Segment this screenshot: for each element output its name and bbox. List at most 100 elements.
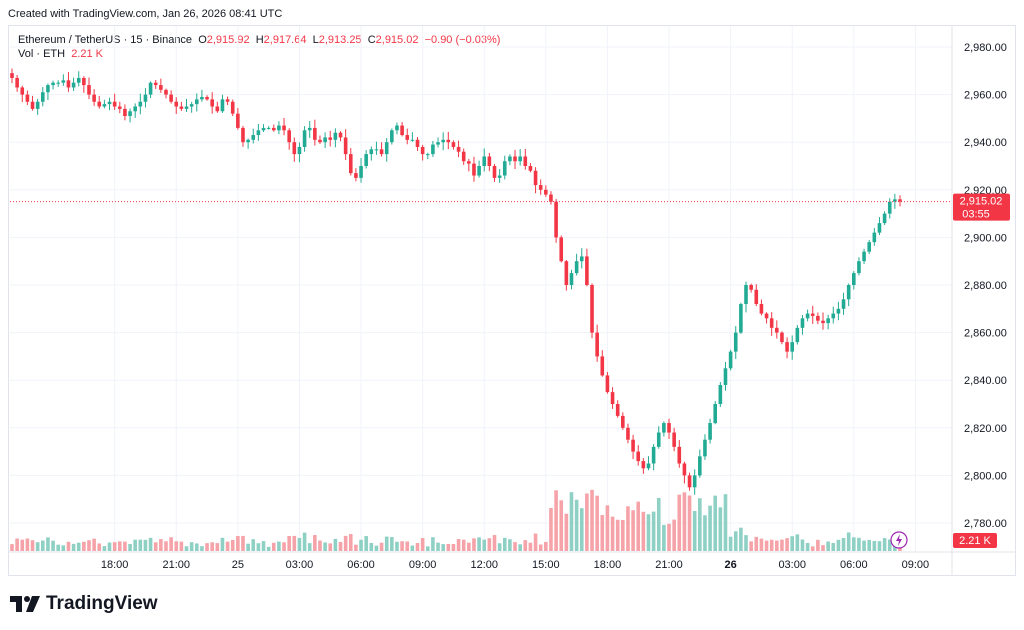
volume-bar <box>241 535 245 551</box>
volume-bar <box>667 523 671 551</box>
volume-label[interactable]: Vol · ETH <box>18 48 66 60</box>
tradingview-logo[interactable]: TradingView <box>10 593 158 615</box>
candle <box>651 446 656 464</box>
candle <box>841 299 846 309</box>
y-tick-label: 2,940.00 <box>964 137 1007 149</box>
candle <box>292 142 297 155</box>
candle <box>230 101 235 114</box>
volume-bar <box>97 543 102 551</box>
volume-legend: Vol · ETH 2.21 K <box>18 47 103 61</box>
volume-bar <box>251 539 256 551</box>
candle <box>631 439 635 452</box>
candle <box>718 384 723 404</box>
volume-bar <box>364 536 368 551</box>
volume-bar <box>595 495 599 551</box>
candle <box>805 313 810 319</box>
volume-badge-value: 2.21 K <box>959 535 991 547</box>
candle <box>25 94 30 102</box>
candle <box>739 304 743 333</box>
x-tick-label: 06:00 <box>840 559 868 571</box>
candle <box>723 368 728 385</box>
volume-bar <box>492 535 497 551</box>
candle <box>246 139 250 143</box>
x-tick-label: 09:00 <box>409 559 437 571</box>
volume-bar <box>143 539 148 551</box>
candle <box>117 106 122 109</box>
volume-bar <box>390 537 394 551</box>
volume-bar <box>882 538 887 551</box>
symbol-label[interactable]: Ethereum / TetherUS · 15 · Binance <box>18 34 193 46</box>
candle <box>405 135 410 140</box>
candle <box>261 127 266 131</box>
candle <box>66 80 71 88</box>
x-tick-label: 21:00 <box>655 559 683 571</box>
candle <box>595 332 599 357</box>
volume-bar <box>615 519 620 551</box>
candle <box>153 82 158 86</box>
volume-bar <box>107 542 112 551</box>
price-badge-value: 2,915.02 <box>960 196 1003 208</box>
candle <box>662 423 666 433</box>
volume-bar <box>600 515 605 551</box>
candle <box>277 125 281 131</box>
volume-bar <box>785 538 789 551</box>
candle <box>364 154 368 166</box>
candle <box>138 101 143 107</box>
volume-bar <box>764 540 769 551</box>
candle <box>200 96 204 100</box>
volume-bar <box>138 539 143 551</box>
chart-frame[interactable] <box>8 25 1016 576</box>
volume-bar <box>687 495 692 551</box>
volume-bar <box>297 537 302 551</box>
candle <box>415 139 420 147</box>
volume-bar <box>790 536 795 551</box>
candle <box>728 351 733 369</box>
volume-bar <box>266 546 271 551</box>
candle <box>605 375 610 393</box>
volume-bar <box>112 542 117 551</box>
candle <box>800 318 805 328</box>
candle <box>882 213 887 224</box>
volume-bar <box>872 540 877 551</box>
candle <box>441 139 445 143</box>
volume-bar <box>775 540 779 551</box>
candle <box>282 125 286 131</box>
volume-bar <box>374 545 379 551</box>
volume-bar <box>677 494 682 551</box>
candle <box>538 185 543 190</box>
volume-bar <box>846 532 851 551</box>
candle <box>87 85 91 95</box>
candle <box>544 189 548 195</box>
volume-bar <box>549 507 553 551</box>
candle <box>266 127 271 129</box>
volume-bar <box>769 539 774 551</box>
volume-bar <box>343 535 348 551</box>
candle <box>826 318 830 324</box>
volume-bar <box>780 539 784 551</box>
candle <box>749 285 753 290</box>
x-tick-label: 06:00 <box>347 559 375 571</box>
candle <box>585 256 589 285</box>
volume-bar <box>169 537 173 551</box>
volume-bar <box>92 538 96 551</box>
volume-bar <box>379 542 384 551</box>
candle <box>220 99 225 112</box>
change-value: −0.90 (−0.03%) <box>424 34 501 46</box>
candle <box>431 144 435 155</box>
volume-bar <box>610 516 615 551</box>
candle <box>744 285 748 305</box>
volume-bar <box>733 531 738 551</box>
volume-bar <box>25 538 30 551</box>
volume-bar <box>215 543 220 551</box>
volume-bar <box>153 542 158 551</box>
candle <box>754 289 759 305</box>
candle <box>790 342 795 352</box>
volume-bar <box>338 541 343 551</box>
volume-bar <box>651 511 656 551</box>
volume-bar <box>292 535 297 551</box>
volume-bar <box>708 505 712 551</box>
candle <box>251 135 256 140</box>
candle <box>333 132 338 140</box>
volume-value: 2.21 K <box>71 48 104 60</box>
